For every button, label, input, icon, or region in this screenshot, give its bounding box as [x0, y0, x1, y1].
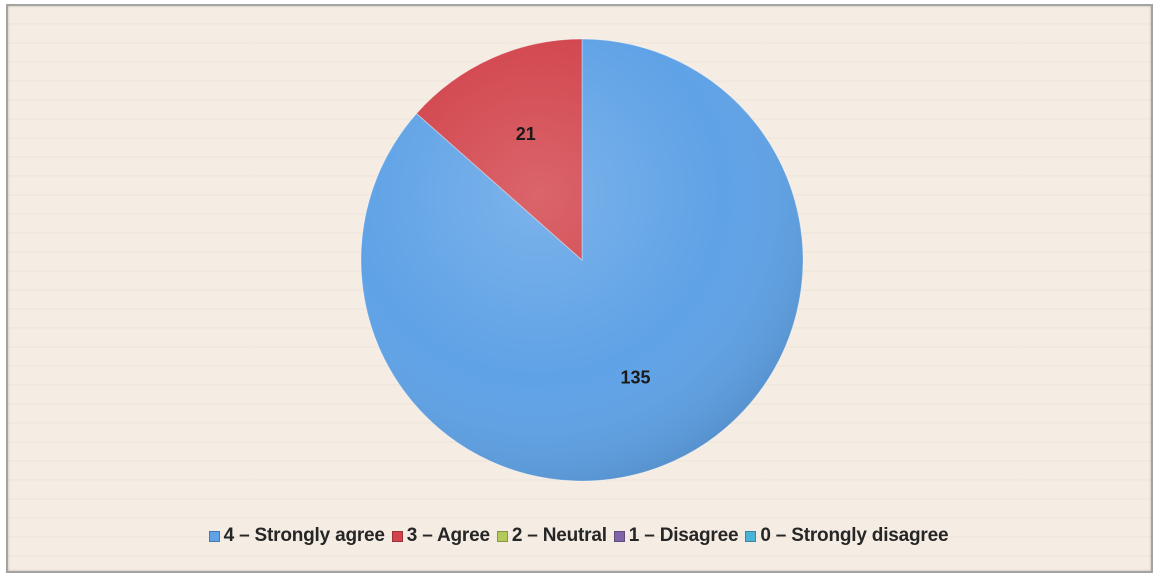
legend-swatch-neutral — [496, 530, 508, 542]
legend-label-agree: 3 – Agree — [406, 525, 490, 546]
legend-label-disagree: 1 – Disagree — [628, 525, 739, 546]
legend-swatch-disagree — [613, 530, 625, 542]
pie-data-labels: 135 21 — [516, 124, 651, 388]
legend-swatch-strongly-disagree — [745, 530, 757, 542]
legend-item-strongly-disagree: 0 – Strongly disagree — [745, 525, 949, 547]
legend-label-strongly-disagree: 0 – Strongly disagree — [760, 525, 949, 546]
legend-swatch-agree — [391, 530, 403, 542]
legend-item-agree: 3 – Agree — [391, 525, 490, 547]
legend-item-neutral: 2 – Neutral — [496, 525, 607, 547]
legend-item-disagree: 1 – Disagree — [613, 525, 739, 547]
legend-swatch-strongly-agree — [208, 530, 220, 542]
data-label-agree: 21 — [516, 124, 536, 144]
data-label-strongly-agree: 135 — [620, 368, 650, 388]
legend-item-strongly-agree: 4 – Strongly agree — [208, 525, 385, 547]
legend-label-strongly-agree: 4 – Strongly agree — [223, 525, 385, 546]
chart-legend: 4 – Strongly agree 3 – Agree 2 – Neutral… — [0, 520, 1157, 552]
pie-slices — [360, 38, 804, 482]
legend-label-neutral: 2 – Neutral — [511, 525, 607, 546]
